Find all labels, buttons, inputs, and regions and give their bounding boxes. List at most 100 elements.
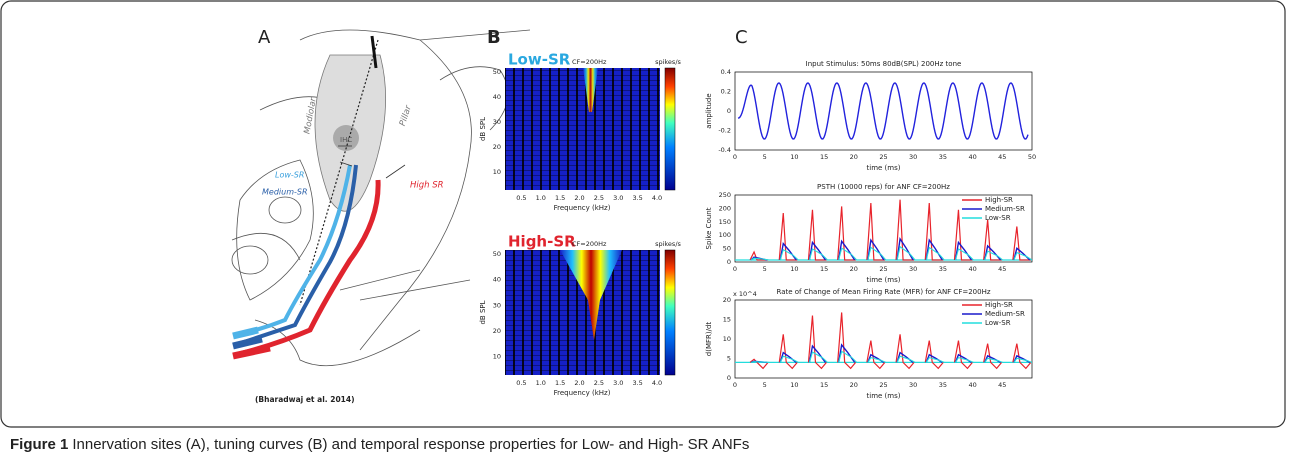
y-tick-label: 20 (723, 296, 731, 304)
x-axis-label: time (ms) (867, 276, 901, 284)
x-tick-label: 20 (850, 265, 858, 273)
y-axis-label: dB SPL (479, 117, 487, 141)
trace (779, 248, 799, 261)
trace (838, 247, 858, 261)
trace (1012, 226, 1031, 261)
trace (953, 340, 973, 370)
figure-border (0, 0, 1286, 428)
trace (896, 245, 916, 261)
trace (925, 356, 945, 363)
trace (837, 312, 857, 370)
trace (983, 343, 1003, 370)
legend-label: Low-SR (985, 319, 1011, 327)
panel-label: A (258, 27, 271, 48)
trace (895, 199, 915, 261)
x-tick-label: 4.0 (652, 194, 662, 202)
x-tick-label: 2.5 (594, 194, 604, 202)
x-tick-label: 3.5 (632, 379, 642, 387)
plot-title: High-SR (508, 233, 576, 251)
x-tick-label: 2.5 (594, 379, 604, 387)
x-tick-label: 0.5 (516, 379, 526, 387)
x-tick-label: 20 (850, 153, 858, 161)
x-tick-label: 50 (1028, 153, 1036, 161)
trace (808, 351, 828, 363)
x-tick-label: 40 (968, 381, 976, 389)
annotation: Medium-SR (262, 188, 308, 197)
y-tick-label: 30 (493, 118, 501, 126)
colorbar-label: spikes/s (655, 240, 681, 248)
y-tick-label: 30 (493, 301, 501, 309)
caption-text: Innervation sites (A), tuning curves (B)… (72, 436, 750, 453)
y-tick-label: 100 (719, 231, 731, 239)
x-tick-label: 1.0 (536, 194, 546, 202)
x-tick-label: 3.0 (613, 379, 623, 387)
plot-title: Input Stimulus: 50ms 80dB(SPL) 200Hz ton… (806, 60, 962, 68)
trace (837, 206, 856, 261)
panel-b (505, 67, 676, 376)
x-tick-label: 20 (850, 381, 858, 389)
x-tick-label: 25 (879, 381, 887, 389)
trace (866, 203, 885, 261)
plot-title: PSTH (10000 reps) for ANF CF=200Hz (817, 183, 950, 191)
x-tick-label: 10 (790, 153, 798, 161)
x-tick-label: 2.0 (574, 379, 584, 387)
trace (1013, 357, 1033, 363)
y-axis-label: d(MFR)/dt (705, 322, 713, 357)
trace (866, 340, 886, 370)
trace (984, 250, 1004, 261)
legend-label: Medium-SR (985, 205, 1025, 213)
plot-title: Low-SR (508, 51, 571, 69)
y-tick-label: 0 (727, 374, 731, 382)
colorbar-label: spikes/s (655, 58, 681, 66)
y-axis-label: dB SPL (479, 300, 487, 324)
x-tick-label: 10 (790, 381, 798, 389)
x-axis-label: Frequency (kHz) (554, 389, 611, 397)
x-axis-label: time (ms) (867, 164, 901, 172)
trace (750, 361, 770, 363)
trace (838, 350, 858, 363)
trace (779, 355, 799, 363)
x-tick-label: 4.0 (652, 379, 662, 387)
trace (750, 257, 770, 261)
y-tick-label: 15 (723, 316, 731, 324)
x-tick-label: 5 (763, 153, 767, 161)
trace (1012, 343, 1032, 370)
colorbar (664, 67, 676, 191)
panel-a (231, 29, 531, 367)
x-tick-label: 0 (733, 381, 737, 389)
trace (896, 355, 916, 363)
trace (983, 219, 1002, 261)
y-tick-label: 200 (719, 204, 731, 212)
trace (867, 356, 887, 363)
y-tick-label: -0.2 (718, 127, 731, 135)
y-tick-label: 50 (493, 68, 501, 76)
plot-note: CF=200Hz (572, 58, 607, 66)
y-axis-label: amplitude (705, 93, 713, 128)
trace (984, 357, 1003, 363)
x-tick-label: 45 (998, 153, 1006, 161)
y-tick-label: 40 (493, 276, 501, 284)
x-tick-label: 45 (998, 265, 1006, 273)
y-tick-label: 0 (727, 107, 731, 115)
x-tick-label: 25 (879, 153, 887, 161)
y-tick-label: 10 (723, 335, 731, 343)
x-tick-label: 10 (790, 265, 798, 273)
x-tick-label: 5 (763, 265, 767, 273)
annotation: Low-SR (275, 171, 304, 180)
x-tick-label: 5 (763, 381, 767, 389)
annotation: High SR (410, 181, 444, 191)
x-axis-label: Frequency (kHz) (554, 204, 611, 212)
y-tick-label: 0.2 (721, 88, 731, 96)
trace (925, 246, 945, 261)
x-tick-label: 1.5 (555, 194, 565, 202)
trace (737, 82, 1029, 140)
caption: Figure 1 Innervation sites (A), tuning cu… (10, 436, 749, 453)
y-axis-label: Spike Count (705, 207, 713, 249)
x-axis-label: time (ms) (867, 392, 901, 400)
plot-area (734, 299, 1033, 379)
y-tick-label: 150 (719, 218, 731, 226)
annotation: Pillar (398, 104, 414, 127)
panel-c (734, 71, 1033, 379)
y-tick-label: 40 (493, 93, 501, 101)
